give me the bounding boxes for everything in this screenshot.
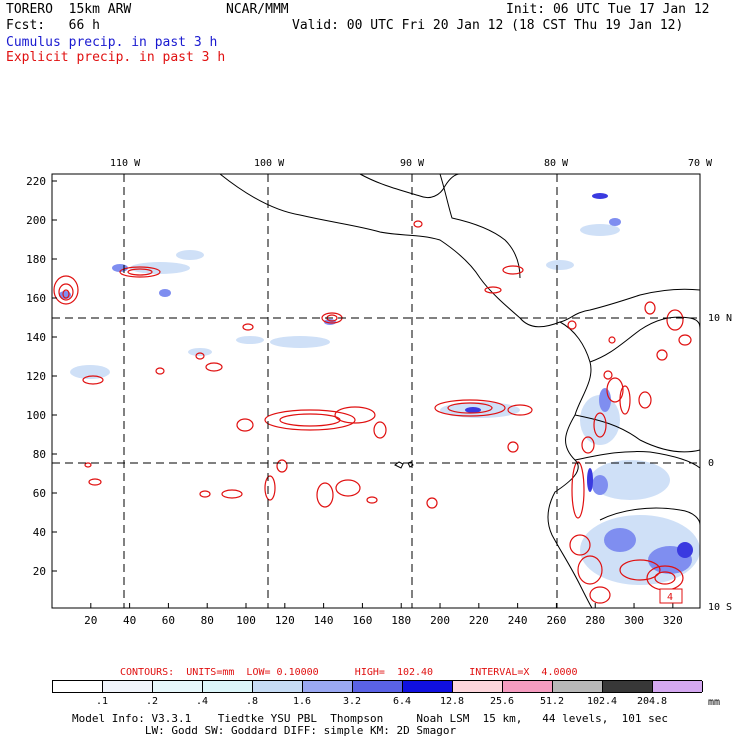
y-tick-label: 180 (26, 253, 46, 266)
color-bar-cell (353, 681, 403, 692)
model-title: TORERO 15km ARW (6, 2, 132, 17)
color-bar-cell (53, 681, 103, 692)
color-bar-label: 12.8 (439, 696, 465, 707)
color-bar-cell (503, 681, 553, 692)
y-tick-label: 60 (32, 487, 46, 500)
field-label-explicit: Explicit precip. in past 3 h (6, 50, 226, 65)
color-bar-label: 204.8 (636, 696, 668, 707)
x-tick-label: 80 (200, 614, 214, 627)
y-tick-label: 20 (32, 565, 46, 578)
x-tick-label: 300 (624, 614, 644, 627)
y-tick-label: 40 (32, 526, 46, 539)
lon-label-90w: 90 W (400, 158, 425, 169)
lat-label-0: 0 (708, 458, 715, 469)
x-tick-label: 100 (236, 614, 256, 627)
color-bar-cell (553, 681, 603, 692)
contour-info: CONTOURS: UNITS=mm LOW= 0.10000 HIGH= 10… (120, 667, 578, 678)
color-bar-label: .2 (145, 696, 159, 707)
forecast-hour: Fcst: 66 h (6, 18, 100, 33)
x-tick-label: 320 (662, 614, 683, 627)
color-bar-cell (103, 681, 153, 692)
color-bar-cell (153, 681, 203, 692)
color-bar-label: 6.4 (392, 696, 412, 707)
color-bar-cell (653, 681, 703, 692)
lat-label-10s: 10 S (708, 602, 733, 613)
init-time: Init: 06 UTC Tue 17 Jan 12 (506, 2, 710, 17)
x-tick-label: 240 (507, 614, 528, 627)
y-tick-label: 100 (26, 409, 46, 422)
color-bar-cell (453, 681, 503, 692)
y-tick-label: 140 (26, 331, 46, 344)
cumulus-shading-dark (465, 193, 693, 558)
color-bar-label: 25.6 (489, 696, 515, 707)
color-bar (52, 680, 703, 693)
x-tick-label: 60 (161, 614, 176, 627)
lat-lon-grid (52, 174, 700, 608)
valid-time: Valid: 00 UTC Fri 20 Jan 12 (18 CST Thu … (292, 18, 684, 33)
color-bar-label: 1.6 (292, 696, 312, 707)
x-tick-label: 220 (468, 614, 489, 627)
model-info-line2: LW: Godd SW: Goddard DIFF: simple KM: 2D… (72, 724, 457, 737)
axis-ticks (52, 180, 674, 608)
color-bar-cell (303, 681, 353, 692)
color-bar-cell (603, 681, 653, 692)
plot-frame (51, 173, 701, 609)
box-marker-label: 4 (667, 592, 674, 603)
x-tick-label: 40 (122, 614, 137, 627)
model-info-line1: Model Info: V3.3.1 Tiedtke YSU PBL Thomp… (72, 712, 669, 725)
y-tick-label: 220 (26, 175, 46, 188)
lat-label-10n: 10 N (708, 313, 733, 324)
color-bar-label: 102.4 (586, 696, 618, 707)
x-tick-label: 180 (391, 614, 412, 627)
lon-label-110w: 110 W (110, 158, 141, 169)
x-tick-label: 120 (274, 614, 295, 627)
x-tick-label: 140 (313, 614, 334, 627)
x-tick-label: 160 (352, 614, 373, 627)
lon-label-80w: 80 W (544, 158, 569, 169)
explicit-precip-contours (53, 220, 692, 604)
x-tick-label: 20 (84, 614, 98, 627)
color-bar-cell (253, 681, 303, 692)
org-label: NCAR/MMM (226, 2, 289, 17)
lon-label-70w: 70 W (688, 158, 713, 169)
y-tick-label: 80 (32, 448, 46, 461)
box-marker (659, 588, 683, 604)
color-bar-cell (403, 681, 453, 692)
color-bar-label: .1 (95, 696, 109, 707)
color-bar-unit: mm (708, 697, 721, 708)
x-tick-label: 260 (546, 614, 567, 627)
color-bar-label: .8 (245, 696, 259, 707)
coastlines (219, 173, 701, 609)
y-tick-label: 200 (26, 214, 46, 227)
color-bar-cell (203, 681, 253, 692)
x-tick-label: 280 (585, 614, 606, 627)
color-bar-label: 3.2 (342, 696, 362, 707)
color-bar-label: 51.2 (539, 696, 565, 707)
color-bar-label: .4 (195, 696, 209, 707)
field-label-cumulus: Cumulus precip. in past 3 h (6, 35, 218, 50)
x-tick-label: 200 (430, 614, 450, 627)
lon-label-100w: 100 W (254, 158, 285, 169)
y-tick-label: 160 (26, 292, 46, 305)
y-tick-label: 120 (26, 370, 46, 383)
